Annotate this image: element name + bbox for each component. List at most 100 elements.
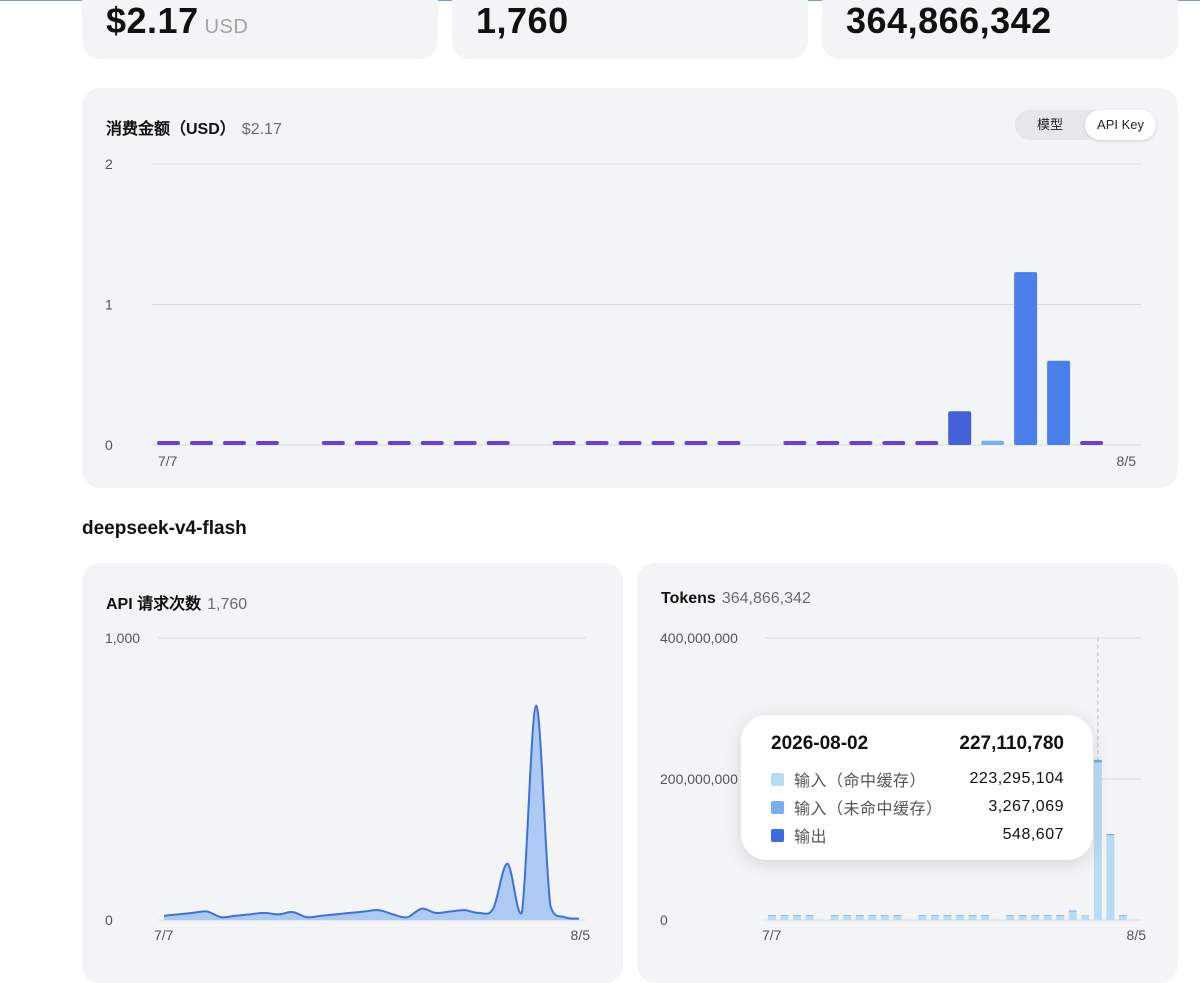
cost-bar bbox=[684, 441, 707, 445]
x-tick-label-start: 7/7 bbox=[762, 927, 782, 943]
cache-hit-swatch bbox=[771, 773, 784, 786]
cost-bar bbox=[256, 441, 279, 445]
token-bar-segment bbox=[943, 916, 951, 920]
token-bar-segment bbox=[981, 915, 989, 916]
y-tick-label: 200,000,000 bbox=[660, 771, 738, 787]
tokens-tooltip: 2026-08-02 227,110,780 输入（命中缓存） 223,295,… bbox=[741, 715, 1093, 860]
tooltip-row-value: 548,607 bbox=[1003, 826, 1064, 844]
token-bar-segment bbox=[1056, 915, 1064, 916]
requests-stat-value: 1,760 bbox=[476, 0, 569, 42]
tooltip-header: 2026-08-02 227,110,780 bbox=[771, 733, 1064, 755]
tokens-stat-card: 364,866,342 bbox=[822, 0, 1178, 59]
cost-bar bbox=[882, 441, 905, 445]
tooltip-row-cache-hit: 输入（命中缓存） 223,295,104 bbox=[771, 767, 1064, 791]
cost-bar bbox=[355, 441, 378, 445]
tokens-stat-value: 364,866,342 bbox=[846, 0, 1052, 42]
cost-stat-number: $2.17 bbox=[106, 0, 199, 41]
y-tick-label: 2 bbox=[105, 156, 113, 172]
token-bar-segment bbox=[768, 916, 776, 920]
tooltip-row-label: 输入（命中缓存） bbox=[794, 767, 970, 791]
tooltip-total: 227,110,780 bbox=[959, 733, 1064, 755]
cost-bar bbox=[190, 441, 213, 445]
token-bar-segment bbox=[1006, 915, 1014, 916]
token-bar-segment bbox=[1019, 915, 1027, 916]
tooltip-row-label: 输出 bbox=[794, 823, 1003, 847]
token-bar-segment bbox=[956, 916, 964, 920]
tooltip-date: 2026-08-02 bbox=[771, 733, 868, 755]
cache-miss-swatch bbox=[771, 801, 784, 814]
token-bar-segment bbox=[1069, 911, 1077, 912]
token-bar-segment bbox=[881, 915, 889, 916]
y-tick-label: 400,000,000 bbox=[660, 630, 738, 646]
tooltip-row-cache-miss: 输入（未命中缓存） 3,267,069 bbox=[771, 795, 1064, 819]
cost-bar bbox=[553, 441, 576, 445]
token-bar-segment bbox=[1094, 763, 1102, 920]
cost-bar bbox=[157, 441, 180, 445]
cost-bar bbox=[223, 441, 246, 445]
token-bar-segment bbox=[981, 916, 989, 920]
cost-bar bbox=[981, 441, 1004, 445]
token-bar-segment bbox=[893, 915, 901, 916]
y-tick-label: 1,000 bbox=[105, 630, 140, 646]
cost-stat-unit: USD bbox=[205, 16, 249, 38]
cost-bar bbox=[454, 441, 477, 445]
token-bar-segment bbox=[943, 915, 951, 916]
token-bar-segment bbox=[1069, 912, 1077, 920]
token-bar-segment bbox=[1006, 916, 1014, 920]
token-bar-segment bbox=[781, 916, 789, 920]
token-bar-segment bbox=[1019, 916, 1027, 920]
y-tick-label: 1 bbox=[105, 297, 113, 313]
token-bar-segment bbox=[768, 915, 776, 916]
token-bar-segment bbox=[931, 915, 939, 916]
output-swatch bbox=[771, 829, 784, 842]
cost-bar bbox=[586, 441, 609, 445]
token-bar-segment bbox=[918, 915, 926, 916]
token-bar-segment bbox=[1106, 834, 1114, 835]
token-bar-segment bbox=[881, 916, 889, 920]
token-bar-segment bbox=[806, 915, 814, 916]
cost-stat-card: $2.17 USD bbox=[82, 0, 438, 59]
token-bar-segment bbox=[856, 916, 864, 920]
token-bar-segment bbox=[1081, 916, 1089, 920]
requests-line bbox=[164, 706, 579, 919]
token-bar-segment bbox=[1031, 916, 1039, 920]
token-bar-segment bbox=[893, 916, 901, 920]
x-tick-label-start: 7/7 bbox=[154, 927, 174, 943]
x-tick-label-end: 8/5 bbox=[571, 927, 591, 943]
cost-bar bbox=[487, 441, 510, 445]
token-bar-segment bbox=[931, 916, 939, 920]
cost-bar bbox=[849, 441, 872, 445]
cost-bar bbox=[322, 441, 345, 445]
x-tick-label-end: 8/5 bbox=[1117, 453, 1137, 469]
requests-stat-card: 1,760 bbox=[452, 0, 808, 59]
tooltip-row-value: 223,295,104 bbox=[970, 770, 1064, 788]
tooltip-row-output: 输出 548,607 bbox=[771, 823, 1064, 847]
cost-bar bbox=[1047, 361, 1070, 445]
token-bar-segment bbox=[956, 915, 964, 916]
x-tick-label-end: 8/5 bbox=[1127, 927, 1147, 943]
cost-bar bbox=[619, 441, 642, 445]
token-bar-segment bbox=[1106, 835, 1114, 920]
tooltip-row-label: 输入（未命中缓存） bbox=[794, 795, 988, 819]
token-bar-segment bbox=[868, 915, 876, 916]
token-bar-segment bbox=[1094, 760, 1102, 762]
token-bar-segment bbox=[856, 915, 864, 916]
requests-area bbox=[164, 706, 579, 920]
cost-bar bbox=[717, 441, 740, 445]
cost-bar bbox=[783, 441, 806, 445]
token-bar-segment bbox=[1031, 915, 1039, 916]
token-bar-segment bbox=[1044, 916, 1052, 920]
token-bar-segment bbox=[793, 915, 801, 916]
cost-bar bbox=[1080, 441, 1103, 445]
y-tick-label: 0 bbox=[105, 437, 113, 453]
model-section-title: deepseek-v4-flash bbox=[82, 518, 247, 540]
cost-bar bbox=[388, 441, 411, 445]
token-bar-segment bbox=[1056, 916, 1064, 920]
token-bar-segment bbox=[1044, 915, 1052, 916]
token-bar-segment bbox=[868, 916, 876, 920]
tooltip-row-value: 3,267,069 bbox=[988, 798, 1064, 816]
y-tick-label: 0 bbox=[660, 912, 668, 928]
